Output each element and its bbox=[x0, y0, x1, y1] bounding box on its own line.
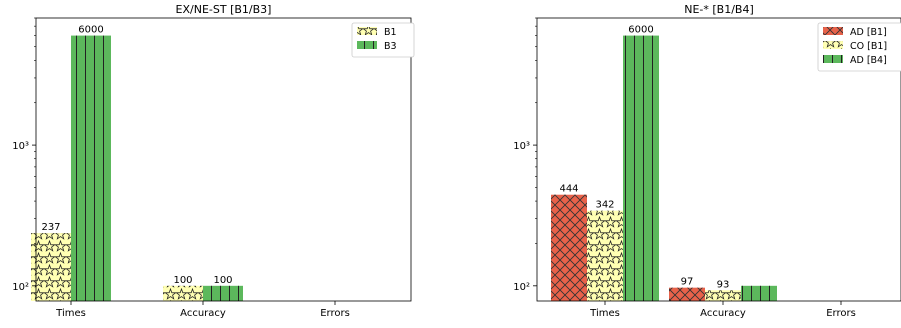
y-tick-label: 10³ bbox=[12, 141, 29, 152]
bar-hatch bbox=[705, 290, 741, 301]
chart-panel-1: EX/NE-ST [B1/B3] 237 6000 100 100 10² 10³ Times… bbox=[12, 3, 415, 319]
legend-label: B3 bbox=[384, 41, 397, 52]
x-tick-label: Accuracy bbox=[700, 308, 746, 319]
bar-hatch bbox=[587, 210, 623, 301]
x-tick-label: Accuracy bbox=[180, 308, 226, 319]
x-tick-label: Errors bbox=[320, 308, 350, 319]
bar-value-label: 6000 bbox=[628, 25, 653, 36]
chart-title: EX/NE-ST [B1/B3] bbox=[176, 3, 272, 16]
bar-value-label: 93 bbox=[717, 279, 730, 290]
legend-label: CO [B1] bbox=[850, 41, 887, 52]
plot-frame bbox=[35, 17, 412, 302]
y-tick-label: 10² bbox=[12, 282, 29, 293]
bar-hatch bbox=[741, 285, 777, 301]
x-tick-label: Times bbox=[589, 308, 620, 319]
bar-value-label: 100 bbox=[867, 0, 886, 3]
bar-hatch bbox=[551, 194, 587, 301]
bar-hatch bbox=[203, 285, 243, 301]
legend-swatch-hatch bbox=[823, 27, 843, 35]
chart-panel-2: NE-* [B1/B4] 444 342 6000 97 93 100 10² 10³ Times… bbox=[513, 0, 901, 319]
bar-value-label: 97 bbox=[681, 277, 694, 288]
legend-swatch-hatch bbox=[823, 55, 843, 63]
bar-hatch bbox=[163, 285, 203, 301]
x-tick-label: Times bbox=[55, 308, 86, 319]
legend-swatch-hatch bbox=[357, 41, 377, 49]
bar-hatch bbox=[669, 287, 705, 301]
legend-swatch-hatch bbox=[357, 27, 377, 35]
legend-label: AD [B1] bbox=[850, 27, 887, 38]
bar-hatch bbox=[71, 35, 111, 302]
x-tick-label: Errors bbox=[826, 308, 856, 319]
plot-frame bbox=[536, 17, 901, 302]
legend-label: AD [B4] bbox=[850, 55, 887, 66]
bar-value-label: 100 bbox=[173, 275, 192, 286]
bar-hatch bbox=[623, 35, 659, 302]
y-tick-label: 10³ bbox=[513, 141, 530, 152]
legend-label: B1 bbox=[384, 27, 397, 38]
bar-value-label: 237 bbox=[41, 222, 60, 233]
bar-value-label: 100 bbox=[213, 275, 232, 286]
legend-swatch-hatch bbox=[823, 41, 843, 49]
chart-title: NE-* [B1/B4] bbox=[684, 3, 754, 16]
bar-value-label: 6000 bbox=[78, 25, 103, 36]
y-tick-label: 10² bbox=[513, 282, 530, 293]
bar-value-label: 342 bbox=[595, 200, 614, 211]
bar-value-label: 444 bbox=[559, 184, 578, 195]
bar-hatch bbox=[31, 233, 71, 301]
legend: AD [B1] CO [B1] AD [B4] bbox=[817, 22, 901, 72]
